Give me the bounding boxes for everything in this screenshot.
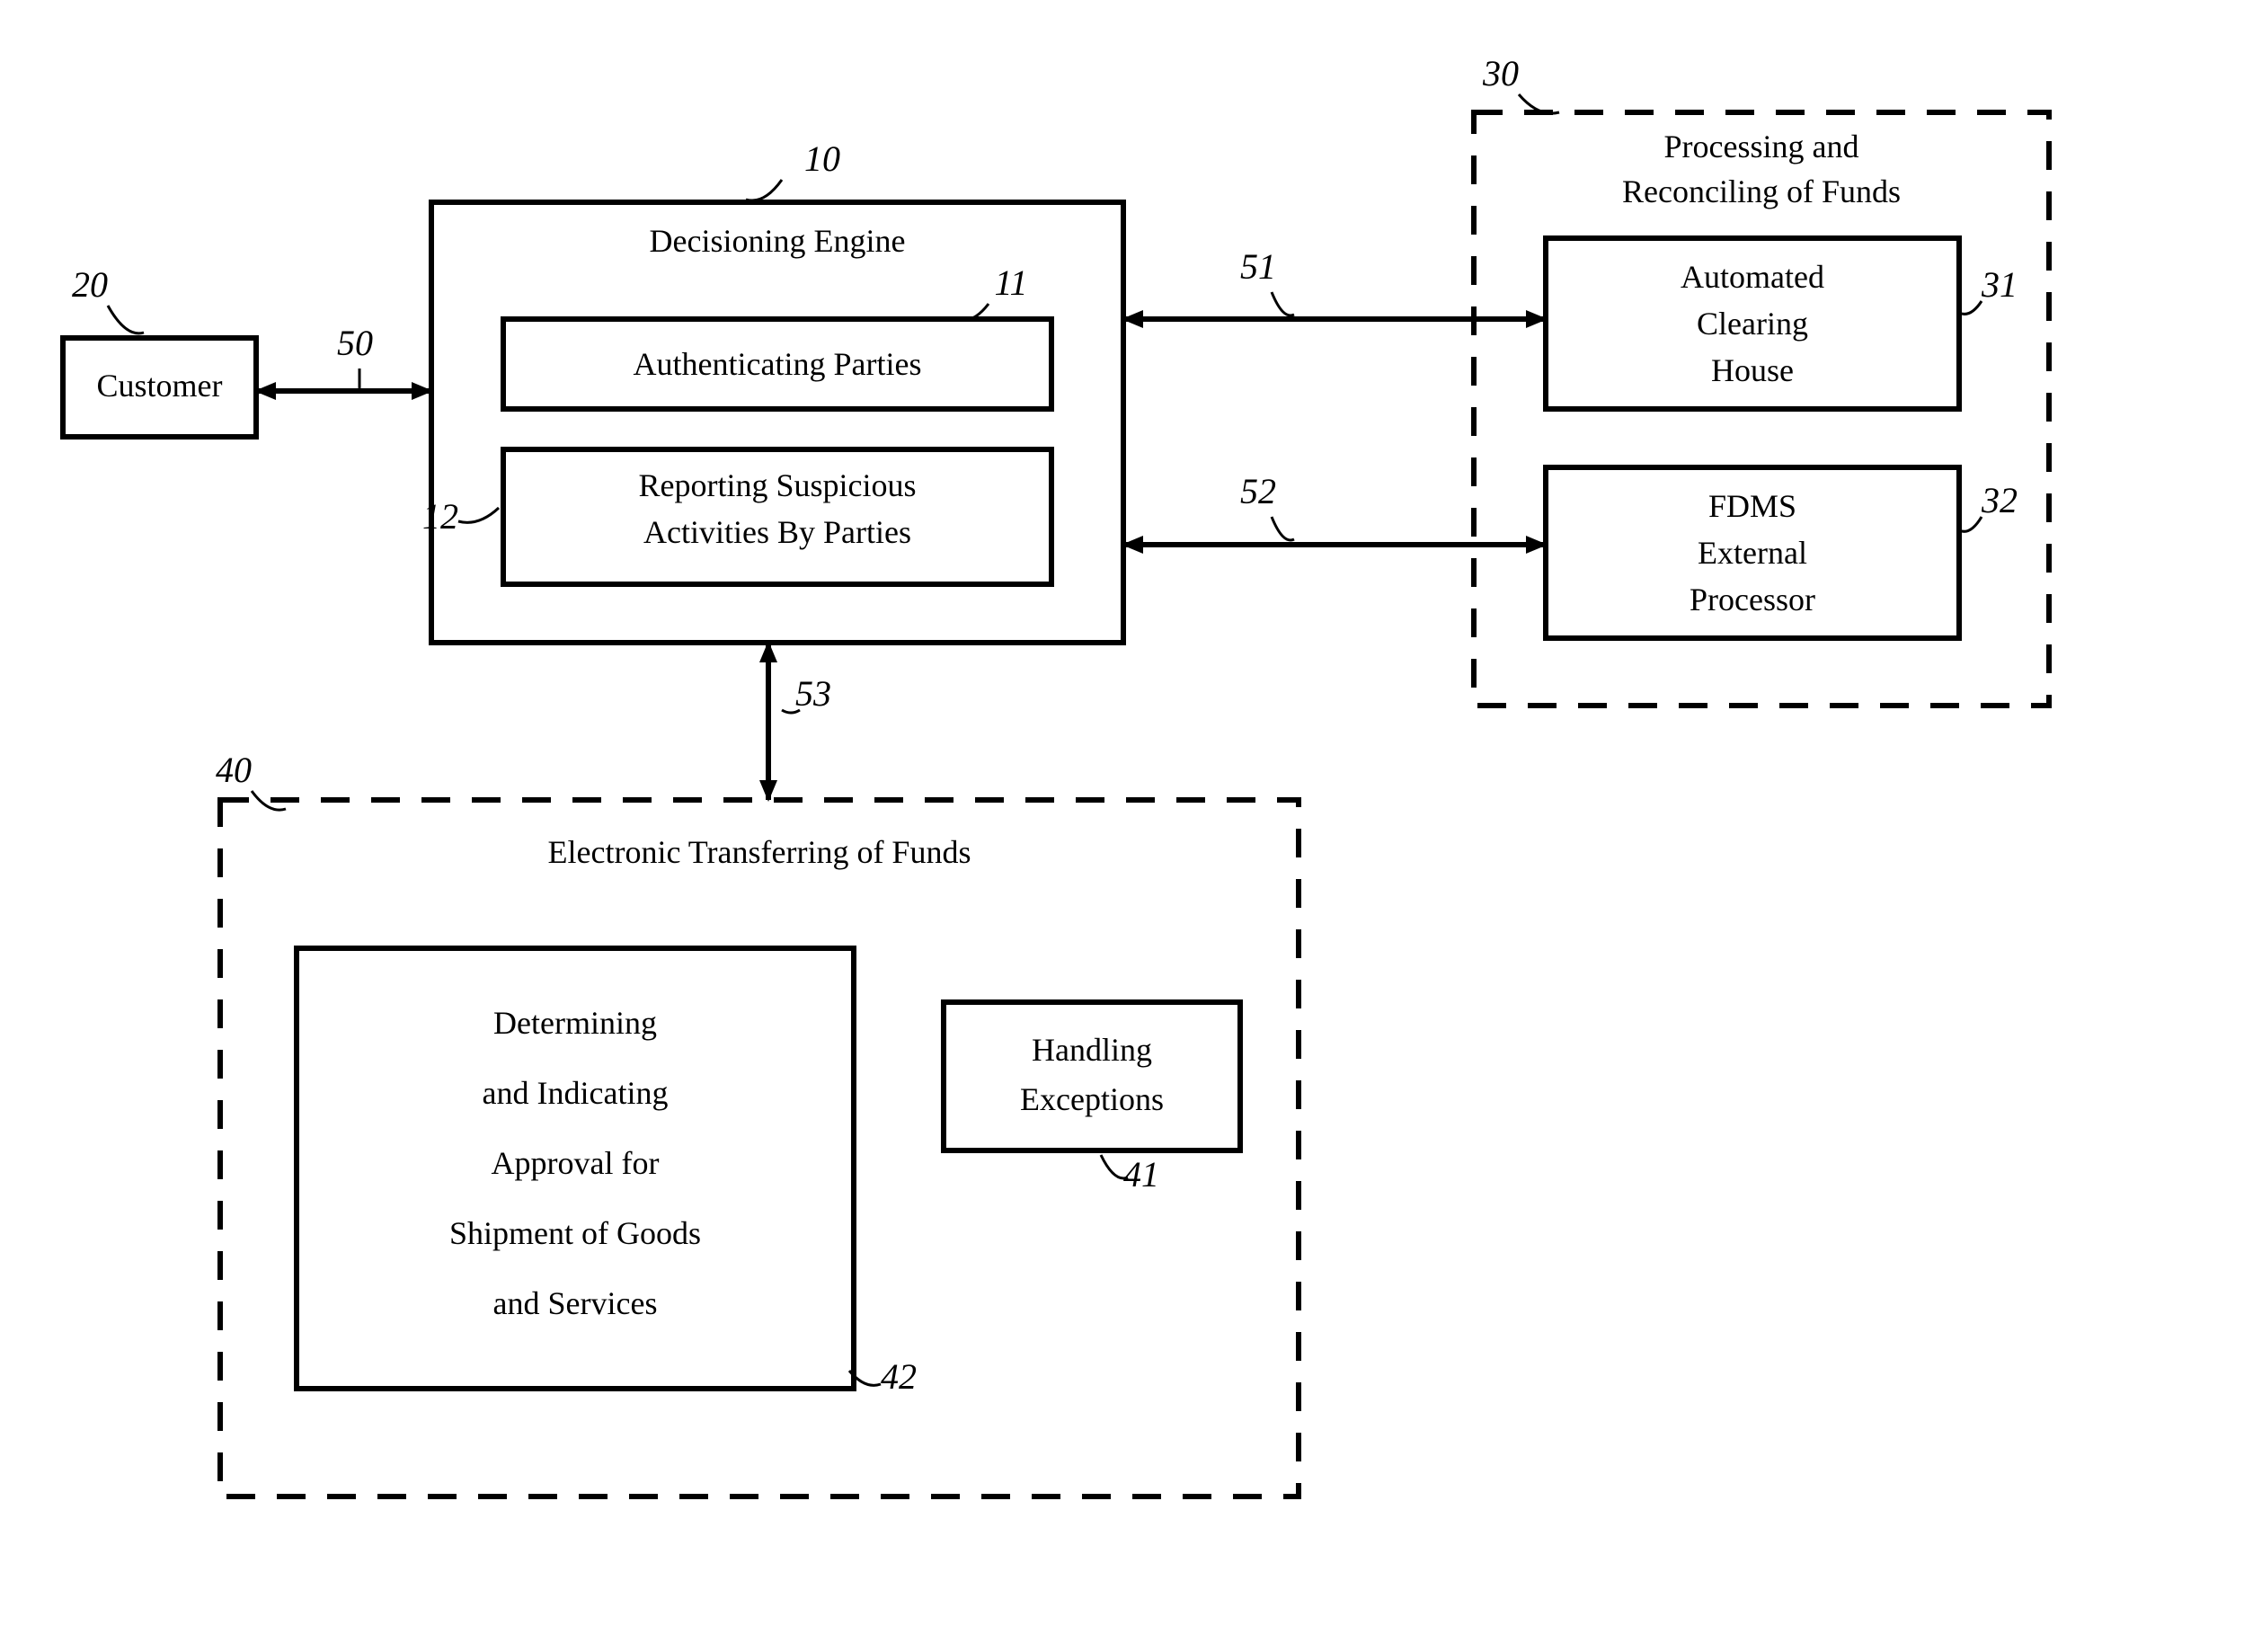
svg-text:10: 10 (804, 138, 840, 179)
svg-text:Reporting Suspicious: Reporting Suspicious (638, 467, 916, 503)
svg-text:House: House (1711, 352, 1794, 388)
svg-text:53: 53 (795, 673, 831, 714)
svg-text:Electronic Transferring of Fun: Electronic Transferring of Funds (548, 834, 971, 870)
svg-text:Processing and: Processing and (1664, 129, 1859, 164)
svg-text:31: 31 (1981, 264, 2018, 305)
svg-text:32: 32 (1981, 480, 2018, 520)
svg-text:FDMS: FDMS (1708, 488, 1796, 524)
svg-text:Exceptions: Exceptions (1020, 1081, 1164, 1117)
svg-text:Authenticating Parties: Authenticating Parties (634, 346, 922, 382)
svg-text:42: 42 (881, 1356, 917, 1397)
svg-text:Handling: Handling (1032, 1032, 1152, 1068)
svg-text:11: 11 (994, 262, 1027, 303)
system-diagram: Processing and Reconciling of Funds Electr… (0, 0, 2244, 1652)
svg-text:Customer: Customer (97, 368, 223, 404)
svg-text:30: 30 (1482, 53, 1519, 93)
svg-text:Clearing: Clearing (1697, 306, 1808, 342)
svg-text:41: 41 (1123, 1154, 1159, 1195)
svg-text:Processor: Processor (1690, 582, 1815, 617)
svg-text:40: 40 (216, 750, 252, 790)
svg-text:20: 20 (72, 264, 108, 305)
svg-text:Shipment of Goods: Shipment of Goods (449, 1215, 701, 1251)
svg-text:Reconciling of Funds: Reconciling of Funds (1622, 173, 1901, 209)
svg-text:and Services: and Services (493, 1285, 658, 1321)
svg-text:and Indicating: and Indicating (483, 1075, 669, 1111)
svg-text:Decisioning Engine: Decisioning Engine (650, 223, 906, 259)
svg-text:52: 52 (1240, 471, 1276, 511)
svg-text:51: 51 (1240, 246, 1276, 287)
svg-text:External: External (1698, 535, 1807, 571)
svg-text:Automated: Automated (1681, 259, 1824, 295)
svg-text:Activities By Parties: Activities By Parties (643, 514, 911, 550)
svg-text:Determining: Determining (493, 1005, 657, 1041)
svg-text:12: 12 (422, 496, 458, 537)
svg-text:50: 50 (337, 323, 373, 363)
svg-text:Approval for: Approval for (492, 1145, 660, 1181)
